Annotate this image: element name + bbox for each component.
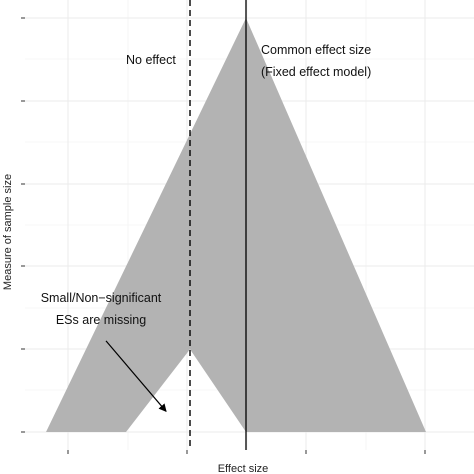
axis-ticks — [21, 17, 426, 454]
no-effect-label: No effect — [126, 53, 176, 67]
y-axis-title: Measure of sample size — [2, 174, 14, 290]
common-effect-label-line1: Common effect size — [261, 43, 371, 57]
missing-label-line1: Small/Non−significant — [41, 291, 162, 305]
missing-label-line2: ESs are missing — [56, 313, 146, 327]
funnel-area — [46, 18, 426, 432]
x-axis-title: Effect size — [218, 463, 269, 474]
common-effect-label-line2: (Fixed effect model) — [261, 65, 371, 79]
missing-studies-arrow — [105, 340, 167, 413]
